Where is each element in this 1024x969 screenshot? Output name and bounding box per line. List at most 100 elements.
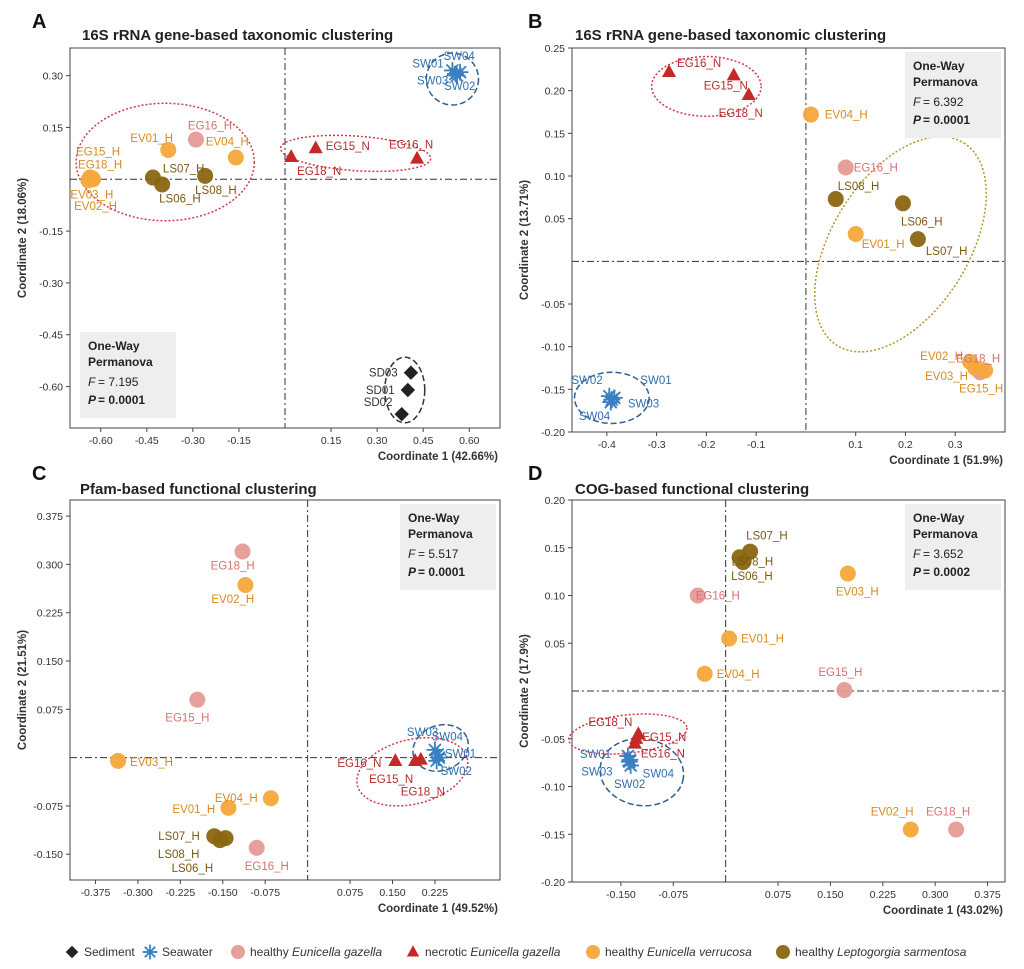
- point-SW02-stroke: [623, 753, 637, 767]
- point-label-EG18_N: EG18_N: [588, 717, 632, 729]
- x-tick-label: -0.2: [697, 439, 715, 451]
- point-label-SW04: SW04: [432, 731, 464, 743]
- panel-letter: B: [528, 11, 542, 33]
- permanova-p-value: = 0.0002: [923, 565, 970, 579]
- point-label-EV04_H: EV04_H: [206, 137, 249, 149]
- y-tick-label: 0.20: [545, 86, 566, 98]
- panel-title: 16S rRNA gene-based taxonomic clustering: [82, 27, 393, 44]
- y-tick-label: -0.05: [541, 734, 565, 746]
- permanova-p-label: P: [88, 393, 97, 407]
- point-LS08_H: [827, 191, 844, 208]
- y-tick-label: -0.05: [541, 299, 565, 311]
- point-EG15_H: [977, 362, 994, 379]
- point-LS06_H: [217, 830, 234, 847]
- point-LS06_H: [735, 554, 752, 571]
- x-tick-label: -0.150: [208, 887, 238, 899]
- y-tick-label: 0.15: [545, 543, 566, 555]
- point-label-EG18_H: EG18_H: [926, 806, 970, 818]
- y-axis-title: Coordinate 2 (17.9%): [519, 634, 531, 748]
- panel-title: Pfam-based functional clustering: [80, 481, 317, 498]
- point-label-EV03_H: EV03_H: [70, 189, 113, 201]
- y-tick-label: 0.225: [37, 608, 63, 620]
- point-label-SW04: SW04: [579, 411, 611, 423]
- y-tick-label: -0.15: [541, 384, 565, 396]
- permanova-heading: Permanova: [913, 75, 978, 89]
- legend-label-seawater: Seawater: [162, 945, 213, 959]
- point-EG16_H: [837, 159, 854, 176]
- x-tick-label: -0.4: [598, 439, 616, 451]
- point-label-EV02_H: EV02_H: [74, 201, 117, 213]
- permanova-heading: One-Way: [408, 511, 460, 525]
- x-tick-label: 0.075: [337, 887, 363, 899]
- panel-letter: D: [528, 463, 542, 485]
- healthy-cluster-ellipse: [75, 102, 256, 222]
- y-tick-label: -0.10: [541, 342, 565, 354]
- point-label-EV04_H: EV04_H: [717, 669, 760, 681]
- point-label-LS07_H: LS07_H: [163, 164, 205, 176]
- point-SW04-stroke: [604, 395, 618, 409]
- point-EG18_H: [948, 821, 965, 838]
- point-label-LS08_H: LS08_H: [732, 556, 774, 568]
- x-tick-label: -0.300: [123, 887, 153, 899]
- panel-D: D COG-based functional clustering -0.150 -0…: [519, 463, 1006, 917]
- point-SW03-stroke: [605, 392, 619, 407]
- y-tick-label: 0.300: [37, 559, 63, 571]
- x-tick-label: 0.60: [459, 435, 480, 447]
- y-tick-label: -0.60: [39, 382, 63, 394]
- point-EV04_H: [227, 149, 244, 166]
- panel-title: COG-based functional clustering: [575, 481, 809, 498]
- point-label-EV01_H: EV01_H: [741, 633, 784, 645]
- point-label-EG16_H: EG16_H: [854, 162, 898, 174]
- y-tick-label: 0.25: [545, 43, 566, 55]
- permanova-heading: One-Way: [88, 339, 140, 353]
- point-label-EG15_N: EG15_N: [642, 732, 686, 744]
- permanova-heading: Permanova: [408, 527, 473, 541]
- point-label-EG16_N: EG16_N: [389, 140, 433, 152]
- point-EV02_H: [84, 170, 101, 187]
- seawater-cluster-ellipse: [412, 723, 470, 773]
- point-label-SW02: SW02: [444, 81, 475, 93]
- plot-frame: [571, 47, 1006, 433]
- y-axis-title: Coordinate 2 (13.71%): [519, 180, 531, 300]
- point-EV02_H: [237, 577, 254, 594]
- seawater-cluster-ellipse: [425, 52, 480, 106]
- permanova-heading: One-Way: [913, 59, 965, 73]
- legend: Sediment Seawater healthy Eunicella gazell…: [65, 944, 967, 960]
- point-LS06_H: [154, 176, 171, 193]
- point-SW02: [428, 752, 446, 770]
- point-SW02-stroke: [453, 65, 467, 79]
- permanova-f-value: = 5.517: [418, 547, 459, 561]
- seawater-cluster-ellipse: [573, 371, 650, 425]
- point-SW02-stroke: [430, 754, 444, 768]
- x-tick-label: -0.45: [135, 435, 159, 447]
- legend-marker-seawater-stroke: [144, 946, 156, 958]
- permanova-p-value: = 0.0001: [418, 565, 465, 579]
- y-tick-label: -0.15: [541, 829, 565, 841]
- y-tick-label: -0.20: [541, 427, 565, 439]
- seawater-cluster-ellipse: [599, 737, 685, 807]
- point-label-EG18_N: EG18_N: [719, 108, 763, 120]
- legend-label-healthy_leptogorgia: healthy Leptogorgia sarmentosa: [795, 945, 967, 959]
- y-tick-label: -0.45: [39, 330, 63, 342]
- point-label-SW03: SW03: [628, 399, 659, 411]
- x-tick-label: -0.3: [648, 439, 666, 451]
- x-tick-label: 0.375: [974, 889, 1000, 901]
- x-tick-label: 0.225: [422, 887, 448, 899]
- point-label-EG15_N: EG15_N: [326, 141, 370, 153]
- point-label-EG15_H: EG15_H: [818, 667, 862, 679]
- y-tick-label: -0.30: [39, 278, 63, 290]
- x-tick-label: -0.1: [747, 439, 765, 451]
- point-EG16_H: [248, 839, 265, 856]
- panel-title: 16S rRNA gene-based taxonomic clustering: [575, 27, 886, 44]
- point-label-EG15_H: EG15_H: [165, 713, 209, 725]
- point-label-EV04_H: EV04_H: [215, 793, 258, 805]
- x-tick-label: 0.300: [922, 889, 948, 901]
- point-label-EV01_H: EV01_H: [130, 133, 173, 145]
- point-label-SW02: SW02: [571, 375, 602, 387]
- point-label-EV03_H: EV03_H: [836, 587, 879, 599]
- x-tick-label: -0.075: [250, 887, 280, 899]
- point-label-LS08_H: LS08_H: [195, 185, 237, 197]
- y-tick-label: 0.10: [545, 591, 566, 603]
- point-label-EV03_H: EV03_H: [130, 757, 173, 769]
